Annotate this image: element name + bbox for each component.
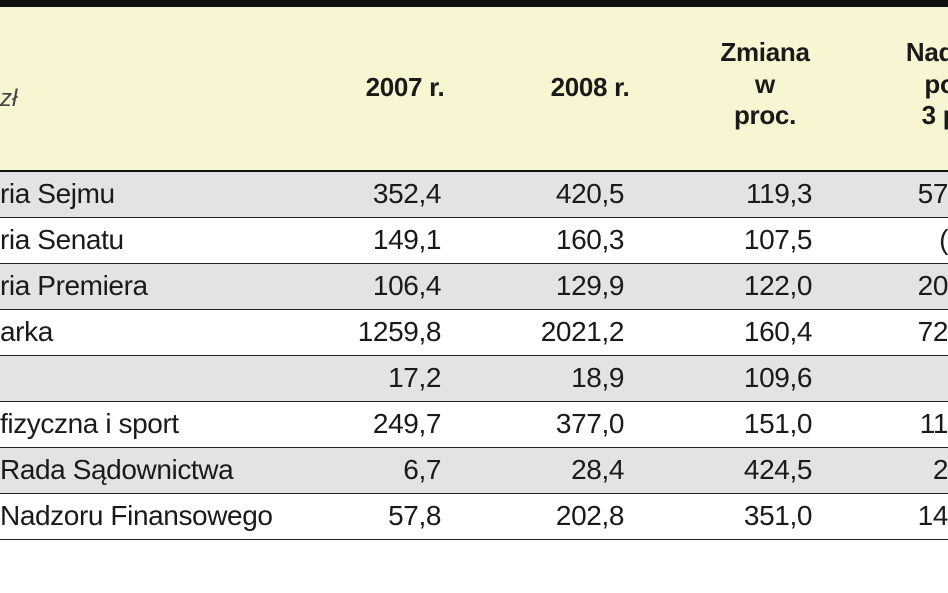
cell-2007: 352,4 — [372, 178, 441, 209]
cell-2008: 420,5 — [555, 178, 624, 209]
table-row: Nadzoru Finansowego 57,8 202,8 351,0 14 — [0, 494, 948, 540]
cell-2007: 1259,8 — [357, 316, 442, 347]
table-row: ria Senatu 149,1 160,3 107,5 ( — [0, 218, 948, 264]
cell-zmiana: 109,6 — [743, 362, 812, 393]
cell-zmiana: 107,5 — [743, 224, 812, 255]
cell-zmiana: 160,4 — [743, 316, 812, 347]
table-row: Rada Sądownictwa 6,7 28,4 424,5 2 — [0, 448, 948, 494]
cell-2008: 377,0 — [555, 408, 624, 439]
cell-2008: 160,3 — [555, 224, 624, 255]
column-header-2008: 2008 r. — [550, 72, 630, 102]
table-row: ria Premiera 106,4 129,9 122,0 20 — [0, 264, 948, 310]
cell-zmiana: 119,3 — [746, 178, 812, 209]
cell-nadwyzka: 57 — [917, 178, 948, 209]
table-header: zł 2007 r. 2008 r. Zmiana w proc. Nadw p… — [0, 7, 948, 172]
top-border — [0, 0, 948, 7]
cell-nadwyzka: 11 — [919, 408, 948, 439]
cell-nadwyzka: ( — [939, 224, 948, 255]
cell-2008: 2021,2 — [540, 316, 625, 347]
cell-zmiana: 351,0 — [743, 500, 812, 531]
unit-label: zł — [0, 85, 18, 112]
cell-nadwyzka: 72 — [917, 316, 948, 347]
cell-2008: 129,9 — [555, 270, 624, 301]
row-name: Rada Sądownictwa — [0, 454, 234, 485]
cell-2008: 18,9 — [571, 362, 624, 393]
cell-nadwyzka: 14 — [917, 500, 948, 531]
table-row: fizyczna i sport 249,7 377,0 151,0 11 — [0, 402, 948, 448]
cell-2007: 106,4 — [372, 270, 441, 301]
cell-nadwyzka: 2 — [932, 454, 948, 485]
column-header-nadwyzka: Nadw po 3 p — [905, 37, 948, 131]
cell-2007: 57,8 — [388, 500, 441, 531]
cell-zmiana: 151,0 — [743, 408, 812, 439]
row-name: arka — [0, 316, 53, 347]
row-name: Nadzoru Finansowego — [0, 500, 273, 531]
row-name: ria Premiera — [0, 270, 148, 301]
cell-zmiana: 424,5 — [743, 454, 812, 485]
cell-2007: 249,7 — [372, 408, 441, 439]
cell-2008: 28,4 — [571, 454, 624, 485]
row-name: ria Senatu — [0, 224, 124, 255]
cell-2008: 202,8 — [555, 500, 624, 531]
cell-nadwyzka: 20 — [917, 270, 948, 301]
column-header-2007: 2007 r. — [365, 72, 445, 102]
cell-2007: 6,7 — [403, 454, 441, 485]
table-row: 17,2 18,9 109,6 — [0, 356, 948, 402]
column-header-zmiana: Zmiana w proc. — [720, 37, 810, 131]
row-name: ria Sejmu — [0, 178, 115, 209]
table-row: ria Sejmu 352,4 420,5 119,3 57 — [0, 172, 948, 218]
cell-2007: 149,1 — [372, 224, 441, 255]
row-name: fizyczna i sport — [0, 408, 179, 439]
cell-2007: 17,2 — [388, 362, 441, 393]
table-body: ria Sejmu 352,4 420,5 119,3 57 ria Senat… — [0, 172, 948, 540]
table-row: arka 1259,8 2021,2 160,4 72 — [0, 310, 948, 356]
cell-zmiana: 122,0 — [743, 270, 812, 301]
